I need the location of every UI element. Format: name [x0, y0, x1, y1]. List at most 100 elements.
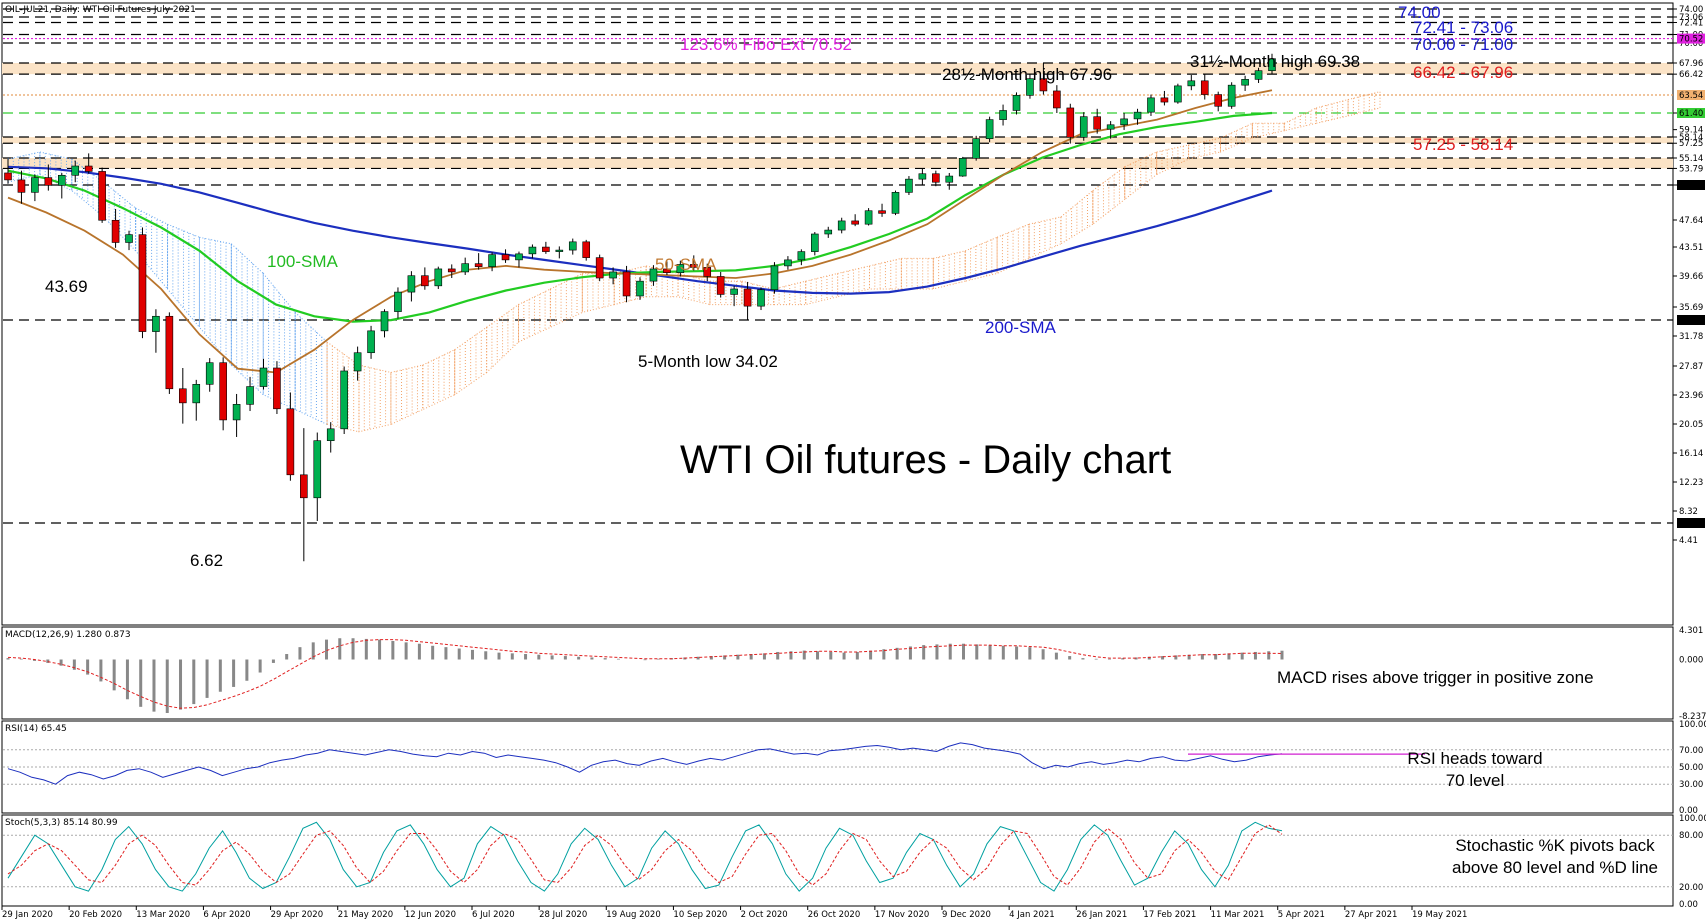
candle-body	[1147, 97, 1155, 113]
candle	[71, 160, 80, 183]
rsi-tick-label: 0.00	[1679, 806, 1698, 816]
candle	[474, 253, 483, 270]
candle-body	[743, 288, 752, 307]
price-tick-label: 70.00	[1679, 39, 1703, 49]
candle-body	[784, 259, 792, 267]
candle-body	[757, 289, 765, 307]
candle-body	[461, 263, 469, 273]
candle-body	[555, 249, 564, 252]
candle	[434, 266, 443, 289]
date-tick-label: 12 Jun 2020	[405, 910, 456, 919]
date-tick-label: 19 Aug 2020	[606, 910, 660, 919]
candle	[837, 217, 846, 234]
date-tick-label: 27 Apr 2021	[1345, 910, 1398, 919]
candle	[932, 170, 940, 187]
price-tag-box	[1677, 33, 1705, 44]
date-tick-label: 10 Sep 2020	[673, 910, 727, 919]
stochastic-layer: 100.00 80.00 20.00 0.00	[3, 814, 1706, 910]
candle-body	[515, 253, 523, 261]
chart-title: WTI Oil futures - Daily chart	[680, 438, 1171, 482]
price-tick-label: 20.05	[1679, 420, 1703, 430]
date-tick-label: 2 Oct 2020	[741, 910, 788, 919]
candle	[232, 393, 241, 437]
candle	[676, 260, 685, 277]
cloud-segment	[294, 311, 328, 426]
candle-body	[1039, 78, 1048, 92]
candle-body	[770, 265, 779, 291]
price-tick-label: 39.66	[1679, 272, 1703, 282]
price-tick-label: 55.14	[1679, 154, 1703, 164]
macd-tick-label: 4.301	[1679, 626, 1703, 636]
candle-body	[1133, 111, 1142, 120]
candle-body	[17, 179, 26, 193]
price-tag-label: 61.40	[1679, 109, 1703, 119]
candle	[1214, 91, 1223, 112]
candle	[219, 357, 227, 431]
candle-body	[246, 386, 254, 405]
candle-body	[878, 210, 886, 214]
cloud-segment	[1251, 122, 1285, 139]
candle	[663, 261, 671, 275]
candle	[1133, 108, 1142, 125]
price-tag-label: 70.52	[1679, 35, 1703, 45]
candle-body	[1026, 78, 1034, 96]
candle	[999, 104, 1007, 126]
candle-body	[730, 288, 738, 295]
candle	[784, 256, 792, 270]
candle-body	[380, 311, 389, 332]
candle	[44, 164, 53, 191]
candle	[380, 309, 389, 338]
candle	[111, 208, 120, 248]
date-tick-label: 21 May 2020	[338, 910, 393, 919]
candle-body	[837, 220, 846, 231]
candle	[152, 309, 160, 353]
annotation-label: 123.6% Fibo Ext 70.52	[680, 35, 852, 54]
cloud-segment	[167, 223, 200, 329]
candle	[730, 285, 738, 307]
candle	[1039, 63, 1048, 95]
rsi-tick-label: 50.00	[1679, 763, 1703, 773]
candle	[636, 277, 644, 300]
candle-body	[1120, 118, 1128, 126]
candle	[797, 249, 806, 266]
candle-body	[811, 233, 819, 252]
price-tick-label: 16.14	[1679, 449, 1703, 459]
candle-body	[326, 428, 335, 441]
candle-body	[1079, 116, 1088, 138]
candle	[1093, 108, 1101, 134]
candle	[945, 172, 954, 190]
candle	[649, 265, 658, 286]
stoch-panel-frame	[1, 814, 1674, 907]
price-tag-label: 6.62	[1679, 519, 1698, 529]
rsi-tick-label: 70.00	[1679, 746, 1703, 756]
indicator-lines-layer	[7, 89, 1273, 374]
price-tick-label: 35.69	[1679, 303, 1703, 313]
candle	[84, 153, 93, 174]
candle	[461, 257, 469, 275]
date-tick-label: 13 Mar 2020	[136, 910, 190, 919]
candle	[57, 172, 66, 199]
annotation-label: 5-Month low 34.02	[638, 352, 778, 371]
candle	[1106, 121, 1115, 139]
price-tag-box	[1677, 108, 1705, 118]
candle-body	[568, 241, 577, 251]
price-tick-label: 59.14	[1679, 126, 1703, 136]
candle	[1174, 83, 1182, 104]
candle-body	[219, 362, 227, 421]
resistance-zone-0	[2, 63, 1673, 75]
candle	[811, 232, 819, 256]
candle	[1200, 73, 1209, 100]
candle-body	[945, 175, 954, 183]
cloud-segment	[1315, 98, 1349, 124]
candle-body	[192, 384, 201, 404]
candle-body	[985, 119, 994, 139]
candle	[864, 208, 873, 226]
macd-caption: MACD rises above trigger in positive zon…	[1277, 668, 1594, 687]
candle-body	[663, 268, 671, 273]
stoch-k-line	[7, 821, 1283, 892]
candle-body	[367, 330, 375, 354]
price-tag-box	[1677, 180, 1705, 190]
candle-body	[958, 158, 967, 177]
